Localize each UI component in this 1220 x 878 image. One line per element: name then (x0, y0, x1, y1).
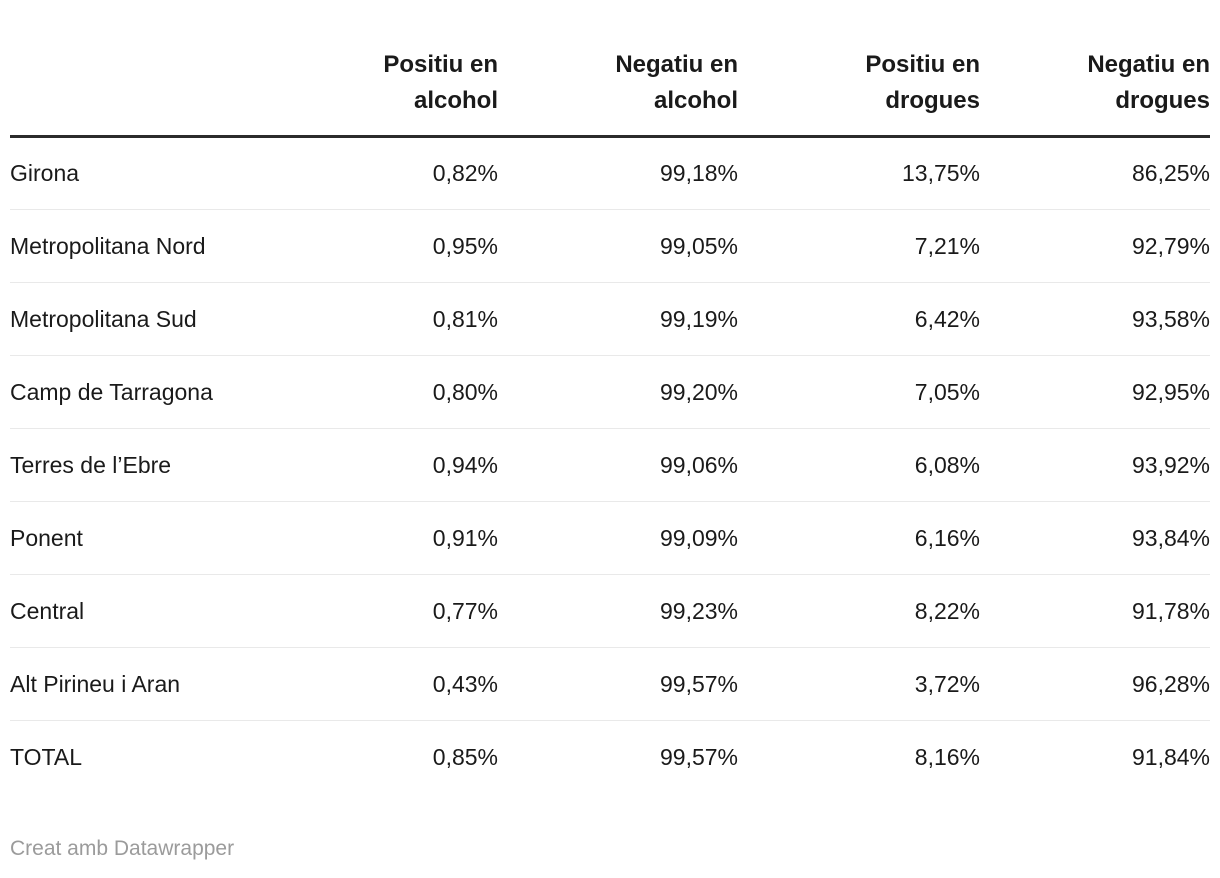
region-cell: Camp de Tarragona (10, 355, 258, 429)
column-header-line: alcohol (413, 87, 498, 114)
column-header-line: Negatiu en (615, 51, 738, 78)
region-cell: Central (10, 574, 258, 648)
value-cell: 0,82% (432, 160, 498, 186)
value-cell: 99,57% (498, 720, 738, 794)
value-cell: 7,21% (738, 209, 980, 283)
value-cell: 92,95% (980, 355, 1210, 429)
table-row-metropolitana-sud: Metropolitana Sud 0,81% 99,19% 6,42% 93,… (10, 282, 1210, 356)
table-row-ponent: Ponent 0,91% 99,09% 6,16% 93,84% (10, 501, 1210, 575)
value-cell: 0,80% (258, 355, 498, 429)
value-cell: 99,19% (498, 282, 738, 356)
value-cell: 0,94% (258, 428, 498, 502)
value-cell: 99,57% (498, 647, 738, 721)
data-table: Positiu en alcohol Negatiu en alcohol Po… (10, 47, 1210, 794)
value-cell: 92,79% (980, 209, 1210, 283)
table-row-terres-de-lebre: Terres de l’Ebre 0,94% 99,06% 6,08% 93,9… (10, 428, 1210, 502)
value-cell: 0,95% (258, 209, 498, 283)
value-cell: 6,42% (738, 282, 980, 356)
value-cell: 6,08% (738, 428, 980, 502)
region-cell: Metropolitana Sud (10, 282, 258, 356)
table-header: Positiu en alcohol Negatiu en alcohol Po… (10, 47, 1210, 138)
region-cell: Alt Pirineu i Aran (10, 647, 258, 721)
column-header-line: Negatiu en (1087, 51, 1210, 78)
value-cell: 0,81% (258, 282, 498, 356)
value-cell: 0,43% (258, 647, 498, 721)
column-header-line: drogues (885, 87, 980, 114)
region-cell: Terres de l’Ebre (10, 428, 258, 502)
value-cell: 96,28% (980, 647, 1210, 721)
header-row: Positiu en alcohol Negatiu en alcohol Po… (10, 47, 1210, 138)
value-cell: 0,91% (258, 501, 498, 575)
value-cell: 91,84% (980, 720, 1210, 794)
value-cell: 7,05% (738, 355, 980, 429)
region-cell: Metropolitana Nord (10, 209, 258, 283)
table-row-girona: Girona 0,82% 99,18% 13,75% 86,25% (10, 137, 1210, 210)
value-cell: 93,58% (980, 282, 1210, 356)
table-body: Girona 0,82% 99,18% 13,75% 86,25% Metrop… (10, 137, 1210, 794)
value-cell: 99,09% (498, 501, 738, 575)
column-header-negatiu-drogues: Negatiu en drogues (980, 47, 1210, 138)
value-cell: 93,92% (980, 428, 1210, 502)
table-row-alt-pirineu-i-aran: Alt Pirineu i Aran 0,43% 99,57% 3,72% 96… (10, 647, 1210, 721)
value-cell: 13,75% (901, 160, 980, 186)
value-cell: 99,23% (498, 574, 738, 648)
value-cell: 91,78% (980, 574, 1210, 648)
region-column-header (10, 47, 258, 138)
table-row-metropolitana-nord: Metropolitana Nord 0,95% 99,05% 7,21% 92… (10, 209, 1210, 283)
value-cell: 8,22% (738, 574, 980, 648)
column-header-positiu-drogues: Positiu en drogues (738, 47, 980, 138)
column-header-negatiu-alcohol: Negatiu en alcohol (498, 47, 738, 138)
value-cell: 86,25% (1131, 160, 1210, 186)
table-row-camp-de-tarragona: Camp de Tarragona 0,80% 99,20% 7,05% 92,… (10, 355, 1210, 429)
column-header-line: Positiu en (865, 51, 980, 78)
value-cell: 0,77% (258, 574, 498, 648)
value-cell: 6,16% (738, 501, 980, 575)
region-cell: TOTAL (10, 720, 258, 794)
column-header-line: Positiu en (383, 51, 498, 78)
region-cell: Ponent (10, 501, 258, 575)
value-cell: 99,06% (498, 428, 738, 502)
region-cell: Girona (10, 160, 80, 186)
value-cell: 99,18% (659, 160, 738, 186)
value-cell: 99,20% (498, 355, 738, 429)
value-cell: 99,05% (498, 209, 738, 283)
datawrapper-attribution-link[interactable]: Creat amb Datawrapper (10, 836, 235, 860)
value-cell: 3,72% (738, 647, 980, 721)
table-row-central: Central 0,77% 99,23% 8,22% 91,78% (10, 574, 1210, 648)
value-cell: 0,85% (258, 720, 498, 794)
column-header-line: alcohol (653, 87, 738, 114)
table-row-total: TOTAL 0,85% 99,57% 8,16% 91,84% (10, 720, 1210, 794)
value-cell: 93,84% (980, 501, 1210, 575)
value-cell: 8,16% (738, 720, 980, 794)
column-header-line: drogues (1115, 87, 1210, 114)
column-header-positiu-alcohol: Positiu en alcohol (258, 47, 498, 138)
